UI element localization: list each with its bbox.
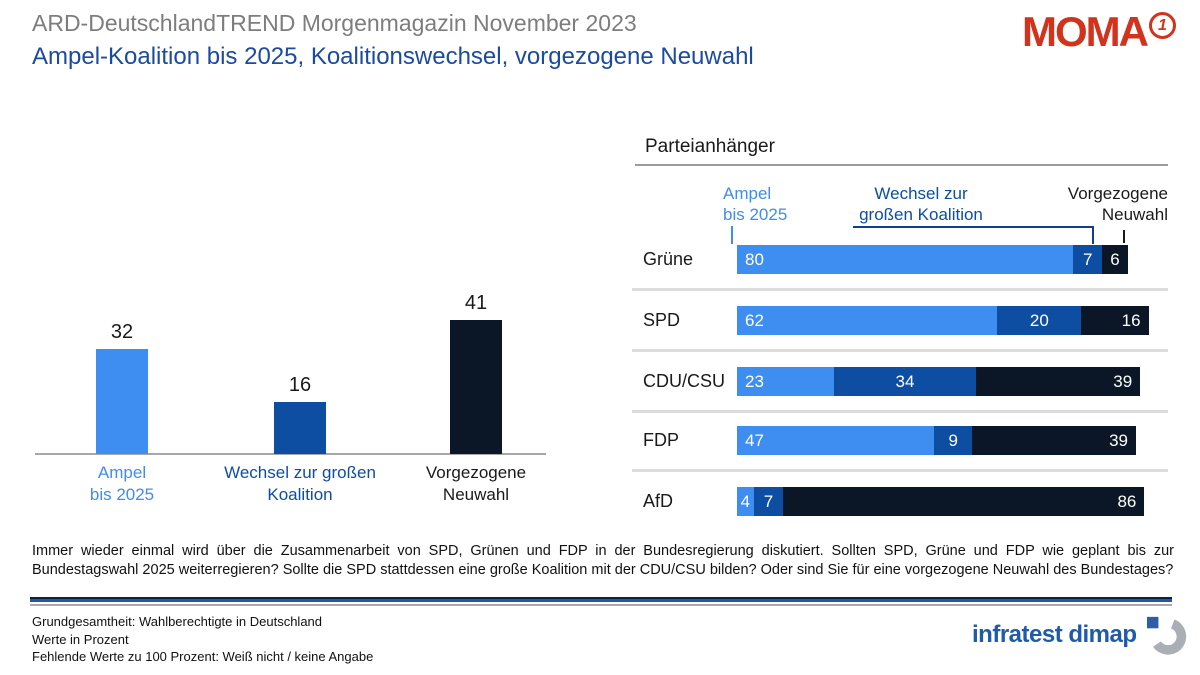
- bar-vorgezogene-neuwahl: [450, 320, 502, 454]
- segment-afd-ampel-bis-2025: 4: [737, 487, 754, 516]
- footer-separator-blue: [30, 599, 1172, 602]
- survey-question-text: Immer wieder einmal wird über die Zusamm…: [32, 543, 1174, 578]
- party-chart-title-rule: [635, 164, 1168, 166]
- footnote-population: Grundgesamtheit: Wahlberechtigte in Deut…: [32, 614, 323, 629]
- row-label-cdu-csu: CDU/CSU: [643, 371, 726, 391]
- row-label-spd: SPD: [643, 310, 681, 330]
- segment-afd-wechsel-zur-gro-en-koalition: 7: [753, 487, 784, 516]
- party-chart-title: Parteianhänger: [645, 136, 775, 157]
- bar-label-ampel-bis-2025: Ampel bis 2025: [22, 462, 222, 506]
- segment-cdu-csu-vorgezogene-neuwahl: 39: [976, 367, 1141, 396]
- segment-gr-ne-vorgezogene-neuwahl: 6: [1102, 245, 1128, 274]
- legend-neuwahl: Vorgezogene Neuwahl: [1020, 183, 1168, 225]
- row-separator: [632, 410, 1168, 413]
- bar-label-line: Ampel: [97, 463, 147, 482]
- segment-spd-ampel-bis-2025: 62: [737, 306, 998, 335]
- footer-separator-gray: [30, 604, 1172, 606]
- legend-neuwahl-line1: Vorgezogene: [1067, 184, 1168, 203]
- page-title: ARD-DeutschlandTREND Morgenmagazin Novem…: [32, 10, 637, 36]
- footnote-missing-values: Fehlende Werte zu 100 Prozent: Weiß nich…: [32, 649, 374, 664]
- legend-ampel-line1: Ampel: [723, 184, 772, 203]
- bar-value-ampel-bis-2025: 32: [110, 321, 134, 343]
- legend-koalition-line2: großen Koalition: [859, 205, 983, 224]
- ard-one-icon: 1: [1148, 12, 1176, 39]
- row-separator: [632, 469, 1168, 472]
- segment-spd-vorgezogene-neuwahl: 16: [1081, 306, 1149, 335]
- segment-cdu-csu-wechsel-zur-gro-en-koalition: 34: [833, 367, 977, 396]
- dimap-logo-icon: [1146, 616, 1186, 655]
- segment-fdp-wechsel-zur-gro-en-koalition: 9: [934, 426, 973, 455]
- moma-logo: MOMA 1: [1022, 8, 1176, 55]
- segment-fdp-ampel-bis-2025: 47: [737, 426, 935, 455]
- page-subtitle: Ampel-Koalition bis 2025, Koalitionswech…: [32, 43, 754, 70]
- bar-label-wechsel-zur-gro-en-koalition: Wechsel zur großen Koalition: [200, 462, 400, 506]
- legend-neuwahl-leader-line: [1123, 230, 1125, 243]
- bar-value-wechsel-zur-gro-en-koalition: 16: [288, 374, 312, 396]
- bar-label-line: bis 2025: [89, 485, 155, 504]
- infratest-dimap-logo: infratest dimap: [972, 614, 1188, 656]
- segment-afd-vorgezogene-neuwahl: 86: [783, 487, 1145, 516]
- segment-fdp-vorgezogene-neuwahl: 39: [972, 426, 1136, 455]
- legend-grosse-koalition: Wechsel zur großen Koalition: [808, 183, 1034, 225]
- bar-label-line: Koalition: [267, 485, 333, 504]
- bar-value-vorgezogene-neuwahl: 41: [464, 292, 488, 314]
- footnote-unit: Werte in Prozent: [32, 631, 129, 647]
- moma-wordmark: MOMA: [1022, 8, 1149, 55]
- footnotes: Grundgesamtheit: Wahlberechtigte in Deut…: [32, 613, 373, 666]
- row-label-gr-ne: Grüne: [643, 249, 694, 269]
- bar-wechsel-zur-gro-en-koalition: [274, 402, 326, 454]
- bar-label-line: Wechsel zur großen: [224, 463, 376, 482]
- legend-ampel-bis-2025: Ampel bis 2025: [723, 183, 787, 225]
- row-separator: [632, 288, 1168, 291]
- infratest-dimap-wordmark: infratest dimap: [972, 621, 1137, 648]
- footer-separator-navy: [30, 597, 1172, 599]
- row-separator: [632, 349, 1168, 352]
- bar-label-line: Vorgezogene: [425, 463, 527, 482]
- bar-label-line: Neuwahl: [442, 485, 510, 504]
- segment-spd-wechsel-zur-gro-en-koalition: 20: [997, 306, 1082, 335]
- legend-koalition-line1: Wechsel zur: [874, 184, 968, 203]
- legend-ampel-line2: bis 2025: [723, 205, 788, 224]
- row-label-afd: AfD: [643, 491, 674, 511]
- row-label-fdp: FDP: [643, 430, 679, 450]
- segment-cdu-csu-ampel-bis-2025: 23: [737, 367, 834, 396]
- x-axis-line: [35, 453, 546, 455]
- segment-gr-ne-wechsel-zur-gro-en-koalition: 7: [1073, 245, 1103, 274]
- bar-ampel-bis-2025: [96, 349, 148, 454]
- bar-label-vorgezogene-neuwahl: Vorgezogene Neuwahl: [376, 462, 576, 506]
- segment-gr-ne-ampel-bis-2025: 80: [737, 245, 1073, 274]
- legend-neuwahl-line2: Neuwahl: [1101, 205, 1168, 224]
- legend-koalition-leader-line: [853, 226, 1094, 244]
- legend-ampel-leader-line: [731, 226, 733, 244]
